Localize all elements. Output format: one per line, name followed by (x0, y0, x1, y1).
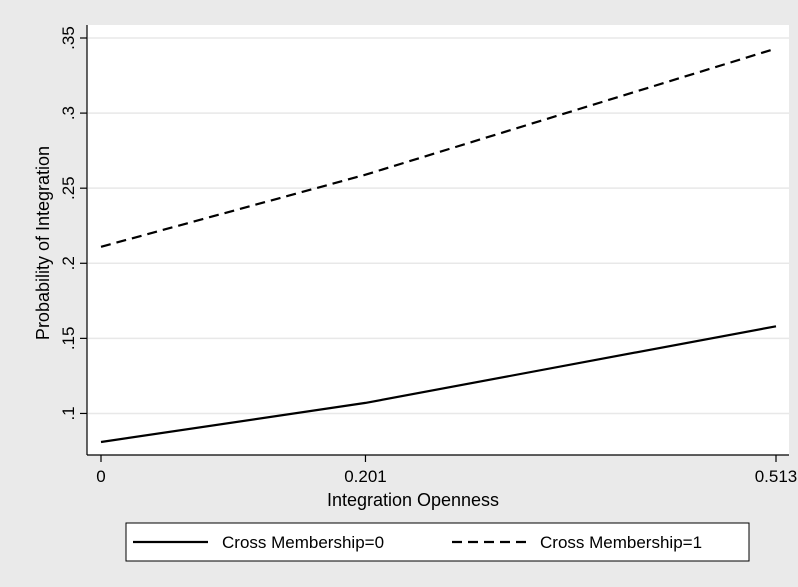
grid-lines (88, 37, 789, 415)
legend-label-1: Cross Membership=1 (540, 533, 702, 552)
plot-area (87, 25, 789, 455)
y-tick-label: .15 (59, 327, 78, 351)
y-axis-ticks: .1 .15 .2 .25 .3 .35 (59, 26, 87, 421)
series-lines (100, 47, 777, 444)
x-tick-label: 0.201 (344, 467, 387, 486)
x-axis-ticks: 0 0.201 0.513 (96, 455, 797, 486)
y-tick-label: .35 (59, 26, 78, 50)
legend-label-0: Cross Membership=0 (222, 533, 384, 552)
x-tick-label: 0 (96, 467, 105, 486)
series-line-0 (100, 325, 777, 444)
legend-box (125, 522, 750, 562)
y-tick-label: .25 (59, 176, 78, 200)
y-axis-title: Probability of Integration (33, 146, 53, 340)
y-tick-label: .3 (59, 106, 78, 120)
y-tick-label: .2 (59, 256, 78, 270)
legend: Cross Membership=0 Cross Membership=1 (133, 533, 702, 552)
x-tick-label: 0.513 (755, 467, 798, 486)
series-line-1 (100, 47, 777, 248)
x-axis-title: Integration Openness (327, 490, 499, 510)
y-tick-label: .1 (59, 406, 78, 420)
